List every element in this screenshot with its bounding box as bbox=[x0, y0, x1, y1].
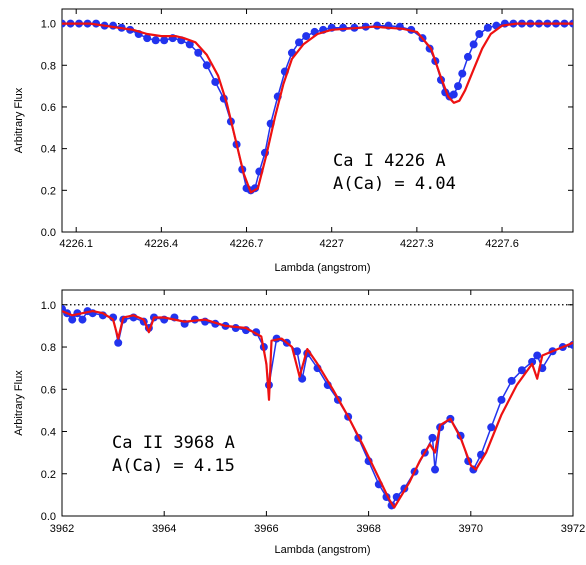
observed-data-point bbox=[68, 315, 77, 324]
observed-data-point bbox=[517, 366, 526, 375]
x-tick-label: 4227.3 bbox=[400, 238, 434, 250]
observed-data-point bbox=[185, 40, 194, 49]
y-tick-label: 0.4 bbox=[41, 427, 56, 439]
observed-data-point bbox=[449, 90, 458, 99]
ca-ii-3968-panel: 3962 3964 3966 3968 3970 3972 0.0 0.2 0.4 0.6 0.8 1… bbox=[13, 289, 585, 556]
observed-data-point bbox=[533, 351, 542, 360]
x-axis-title: Lambda (angstrom) bbox=[275, 262, 371, 274]
observed-data-point bbox=[483, 23, 492, 32]
y-tick-label: 0.0 bbox=[41, 511, 56, 523]
observed-data-point bbox=[202, 61, 211, 70]
synthetic-spectrum-line bbox=[62, 310, 573, 509]
observed-data-point bbox=[160, 36, 169, 45]
x-axis-title: Lambda (angstrom) bbox=[275, 544, 371, 556]
x-tick-label: 3972 bbox=[561, 523, 585, 535]
line-id-label: Ca I 4226 A bbox=[333, 151, 446, 171]
y-tick-label: 0.6 bbox=[41, 384, 56, 396]
observed-data-point bbox=[78, 315, 87, 324]
observed-data-point bbox=[463, 52, 472, 61]
observed-data-point bbox=[293, 347, 302, 356]
y-axis-title: Arbitrary Flux bbox=[13, 370, 25, 436]
y-axis-title: Arbitrary Flux bbox=[13, 87, 25, 153]
x-tick-label: 3970 bbox=[459, 523, 483, 535]
plot-frame bbox=[61, 8, 574, 233]
observed-data-point bbox=[114, 338, 123, 347]
x-tick-label: 3968 bbox=[356, 523, 380, 535]
y-tick-label: 0.8 bbox=[41, 342, 56, 354]
y-tick-label: 1.0 bbox=[41, 19, 56, 31]
observed-data-point bbox=[454, 82, 463, 91]
x-tick-label: 4226.1 bbox=[59, 238, 93, 250]
observed-data-point bbox=[302, 32, 311, 41]
observed-data-point bbox=[458, 69, 467, 78]
observed-data-point bbox=[211, 77, 220, 86]
observed-data-point bbox=[507, 376, 516, 385]
x-tick-label: 3966 bbox=[254, 523, 278, 535]
x-tick-label: 3962 bbox=[50, 523, 74, 535]
observed-series-line bbox=[62, 22, 573, 192]
x-tick-label: 3964 bbox=[152, 523, 176, 535]
observed-data-point bbox=[428, 433, 437, 442]
y-tick-label: 0.0 bbox=[41, 227, 56, 239]
observed-data-point bbox=[497, 395, 506, 404]
observed-data-point bbox=[528, 357, 537, 366]
observed-data-point bbox=[194, 48, 203, 57]
observed-data-point bbox=[469, 465, 478, 474]
x-tick-label: 4227.6 bbox=[485, 238, 519, 250]
observed-data-point bbox=[143, 34, 152, 43]
observed-data-point bbox=[295, 38, 304, 47]
line-id-label: Ca II 3968 A bbox=[112, 433, 235, 453]
y-tick-label: 0.2 bbox=[41, 469, 56, 481]
plot-area bbox=[62, 305, 573, 510]
y-tick-label: 0.2 bbox=[41, 185, 56, 197]
observed-data-point bbox=[475, 30, 484, 39]
plot-area bbox=[62, 19, 573, 195]
abundance-label: A(Ca) = 4.04 bbox=[333, 174, 456, 194]
y-tick-label: 0.4 bbox=[41, 144, 56, 156]
observed-data-point bbox=[431, 465, 440, 474]
observed-data-point bbox=[487, 423, 496, 432]
x-tick-label: 4226.7 bbox=[230, 238, 264, 250]
plot-frame bbox=[61, 289, 574, 517]
observed-data-point bbox=[151, 36, 160, 45]
y-tick-label: 0.6 bbox=[41, 102, 56, 114]
observed-data-point bbox=[469, 40, 478, 49]
y-tick-label: 1.0 bbox=[41, 300, 56, 312]
synthetic-spectrum-line bbox=[62, 22, 573, 194]
abundance-label: A(Ca) = 4.15 bbox=[112, 456, 235, 476]
x-tick-label: 4227 bbox=[319, 238, 343, 250]
ca-i-4226-panel: 4226.1 4226.4 4226.7 4227 4227.3 4227.6 0.0 0.2… bbox=[13, 8, 574, 274]
y-tick-label: 0.8 bbox=[41, 60, 56, 72]
x-tick-label: 4226.4 bbox=[145, 238, 179, 250]
